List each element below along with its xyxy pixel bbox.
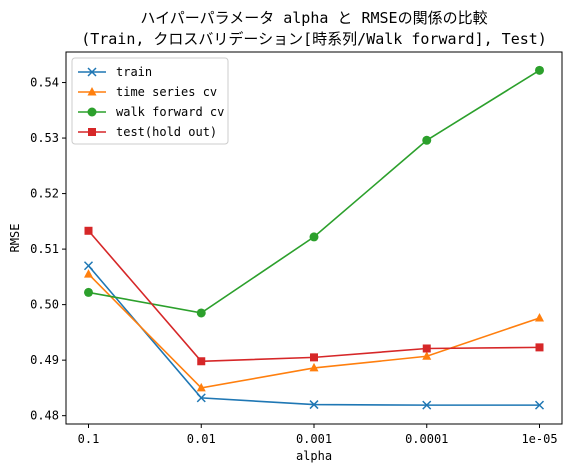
data-point-test-hold-out	[310, 353, 318, 362]
data-point-train	[83, 261, 94, 271]
legend-marker-train	[87, 67, 97, 77]
data-point-time-series-cv	[309, 362, 319, 372]
y-tick-label: 0.51	[30, 242, 59, 256]
data-point-test-hold-out	[535, 343, 544, 352]
legend-marker-walk-forward-cv	[87, 107, 97, 117]
data-point-time-series-cv	[535, 312, 544, 322]
data-point-time-series-cv	[196, 382, 206, 392]
y-tick-label: 0.52	[30, 187, 59, 201]
y-tick-label: 0.54	[30, 76, 59, 90]
x-axis: 0.1 0.01 0.001 0.0001 1e-05	[78, 424, 558, 446]
y-tick-label: 0.48	[30, 409, 59, 423]
data-point-train	[196, 393, 206, 403]
chart-title-line2: (Train, クロスバリデーション[時系列/Walk forward], Te…	[81, 30, 547, 48]
legend-label-test-hold-out: test(hold out)	[116, 125, 217, 139]
data-point-time-series-cv	[422, 351, 432, 360]
chart-title-line1: ハイパーパラメータ alpha と RMSEの関係の比較	[140, 9, 487, 27]
y-tick-label: 0.53	[30, 131, 59, 145]
x-axis-label: alpha	[296, 449, 332, 463]
data-point-test-hold-out	[422, 344, 431, 353]
data-point-walk-forward-cv	[196, 308, 206, 318]
data-point-walk-forward-cv	[84, 287, 93, 297]
x-tick-label: 0.01	[187, 432, 216, 446]
x-tick-label: 1e-05	[521, 432, 557, 446]
x-tick-label: 0.0001	[405, 432, 448, 446]
legend-label-walk-forward-cv: walk forward cv	[116, 105, 224, 119]
y-tick-label: 0.50	[30, 298, 59, 312]
data-point-train	[309, 400, 319, 410]
x-tick-label: 0.1	[78, 432, 100, 446]
data-point-walk-forward-cv	[309, 232, 319, 242]
legend-label-time-series-cv: time series cv	[116, 85, 217, 99]
y-tick-label: 0.49	[30, 353, 59, 367]
data-point-walk-forward-cv	[422, 135, 432, 145]
series-line-train	[87, 265, 540, 406]
data-point-train	[422, 400, 432, 410]
data-point-walk-forward-cv	[535, 65, 544, 75]
legend-marker-time-series-cv	[87, 87, 97, 96]
legend-box	[71, 57, 229, 145]
legend-marker-test-hold-out	[88, 128, 96, 136]
data-point-test-hold-out	[197, 357, 206, 366]
y-axis-label: RMSE	[8, 224, 22, 253]
x-tick-label: 0.001	[296, 432, 332, 446]
data-point-train	[534, 400, 545, 410]
legend: train time series cv walk forward cv test(h…	[71, 57, 229, 145]
data-point-time-series-cv	[84, 269, 93, 278]
y-axis: 0.48 0.49 0.50 0.51 0.52 0.53 0.54	[30, 76, 66, 423]
plot-area	[83, 65, 545, 410]
data-point-test-hold-out	[84, 226, 93, 235]
legend-label-train: train	[116, 65, 152, 79]
